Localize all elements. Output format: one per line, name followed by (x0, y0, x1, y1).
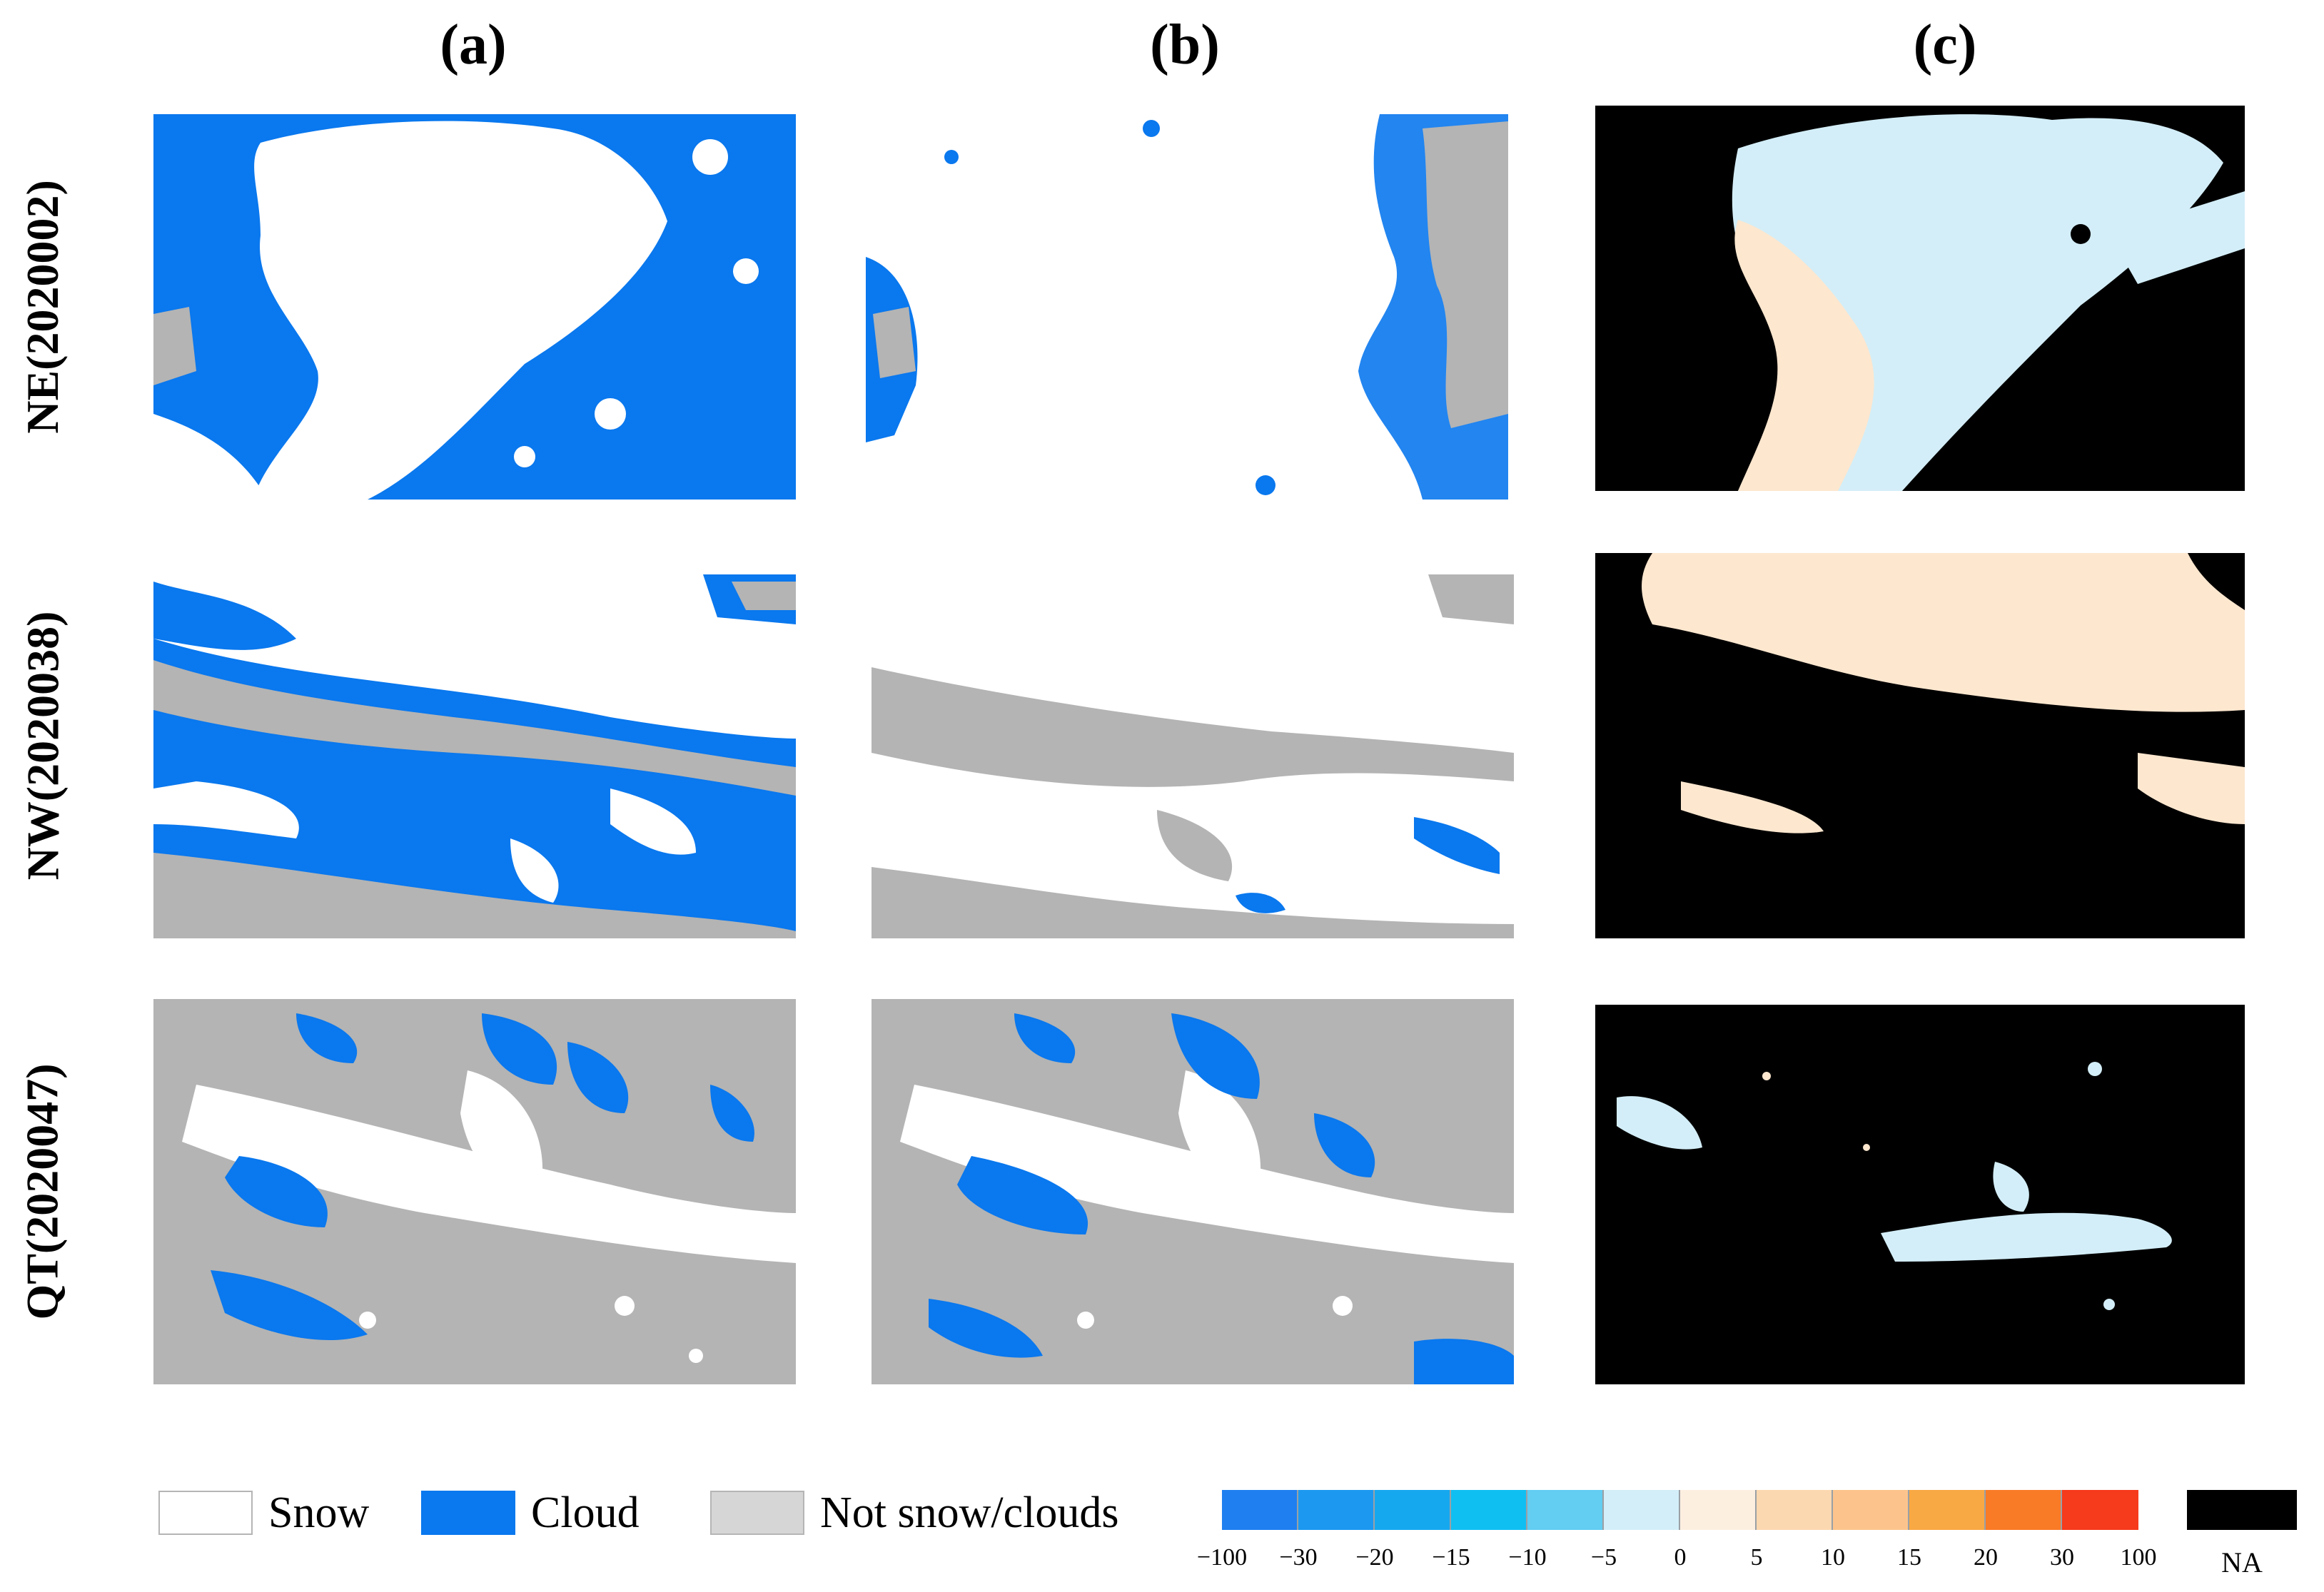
legend-cloud-swatch (421, 1491, 515, 1535)
legend-not-snow-clouds-swatch (710, 1491, 804, 1535)
color-scale-tick-label: 10 (1821, 1544, 1845, 1571)
color-scale-cell (1909, 1490, 1986, 1530)
column-header-b: (b) (1150, 14, 1220, 76)
color-scale-tick-label: −5 (1590, 1544, 1617, 1571)
row-label-ne: NE(2020002) (14, 114, 71, 500)
legend-not-snow-clouds-label: Not snow/clouds (820, 1488, 1119, 1537)
color-scale-tick-label: −10 (1508, 1544, 1547, 1571)
color-scale-cell (1680, 1490, 1757, 1530)
panel-qt-a (153, 999, 796, 1384)
na-label: NA (2221, 1546, 2263, 1578)
color-scale-cell (1451, 1490, 1527, 1530)
color-scale-bar (1222, 1490, 2138, 1530)
color-scale-tick-label: −30 (1279, 1544, 1318, 1571)
legend-snow-label: Snow (268, 1488, 370, 1537)
panel-nw-c (1595, 553, 2245, 938)
panel-ne-a (153, 114, 796, 500)
color-scale-tick-label: 30 (2050, 1544, 2074, 1571)
color-scale-tick-label: 20 (1974, 1544, 1998, 1571)
panel-qt-b (872, 999, 1514, 1384)
color-scale-tick-label: −100 (1196, 1544, 1248, 1571)
color-scale-cell (1298, 1490, 1375, 1530)
color-scale-cell (1375, 1490, 1451, 1530)
color-scale-cell (1527, 1490, 1604, 1530)
legend-cloud-label: Cloud (531, 1488, 640, 1537)
color-scale-tick-label: 100 (2120, 1544, 2157, 1571)
color-scale-cell (1986, 1490, 2062, 1530)
column-header-c: (c) (1913, 14, 1977, 76)
row-label-qt: QT(2020047) (14, 999, 71, 1384)
row-label-nw: NW(2020038) (14, 553, 71, 938)
na-swatch (2187, 1490, 2297, 1530)
panel-nw-b (872, 553, 1514, 938)
legend-cloud: Cloud (421, 1488, 640, 1538)
color-scale-tick-label: 15 (1897, 1544, 1921, 1571)
row-label-ne-text: NE(2020002) (17, 180, 68, 434)
color-scale-tick-label: 5 (1750, 1544, 1763, 1571)
panel-nw-a (153, 553, 796, 938)
color-scale-cell (1757, 1490, 1833, 1530)
row-label-qt-text: QT(2020047) (17, 1063, 68, 1320)
legend-snow: Snow (158, 1488, 369, 1538)
color-scale-cell (1222, 1490, 1298, 1530)
column-header-a: (a) (440, 14, 507, 76)
color-scale-tick-label: −15 (1432, 1544, 1470, 1571)
legend-snow-swatch (158, 1491, 253, 1535)
panel-ne-c (1595, 106, 2245, 491)
color-scale-cell (1833, 1490, 1909, 1530)
panel-qt-c (1595, 1005, 2245, 1384)
color-scale-tick-label: −20 (1355, 1544, 1394, 1571)
color-scale-cell (2062, 1490, 2138, 1530)
color-scale-tick-label: 0 (1674, 1544, 1687, 1571)
row-label-nw-text: NW(2020038) (17, 611, 68, 881)
color-scale-ticks: −100 −30 −20 −15 −10 −5 0 5 10 15 20 30 100 (0, 1544, 2324, 1580)
panel-ne-b (866, 114, 1508, 500)
legend-not-snow-clouds: Not snow/clouds (710, 1488, 1119, 1538)
color-scale-cell (1604, 1490, 1680, 1530)
